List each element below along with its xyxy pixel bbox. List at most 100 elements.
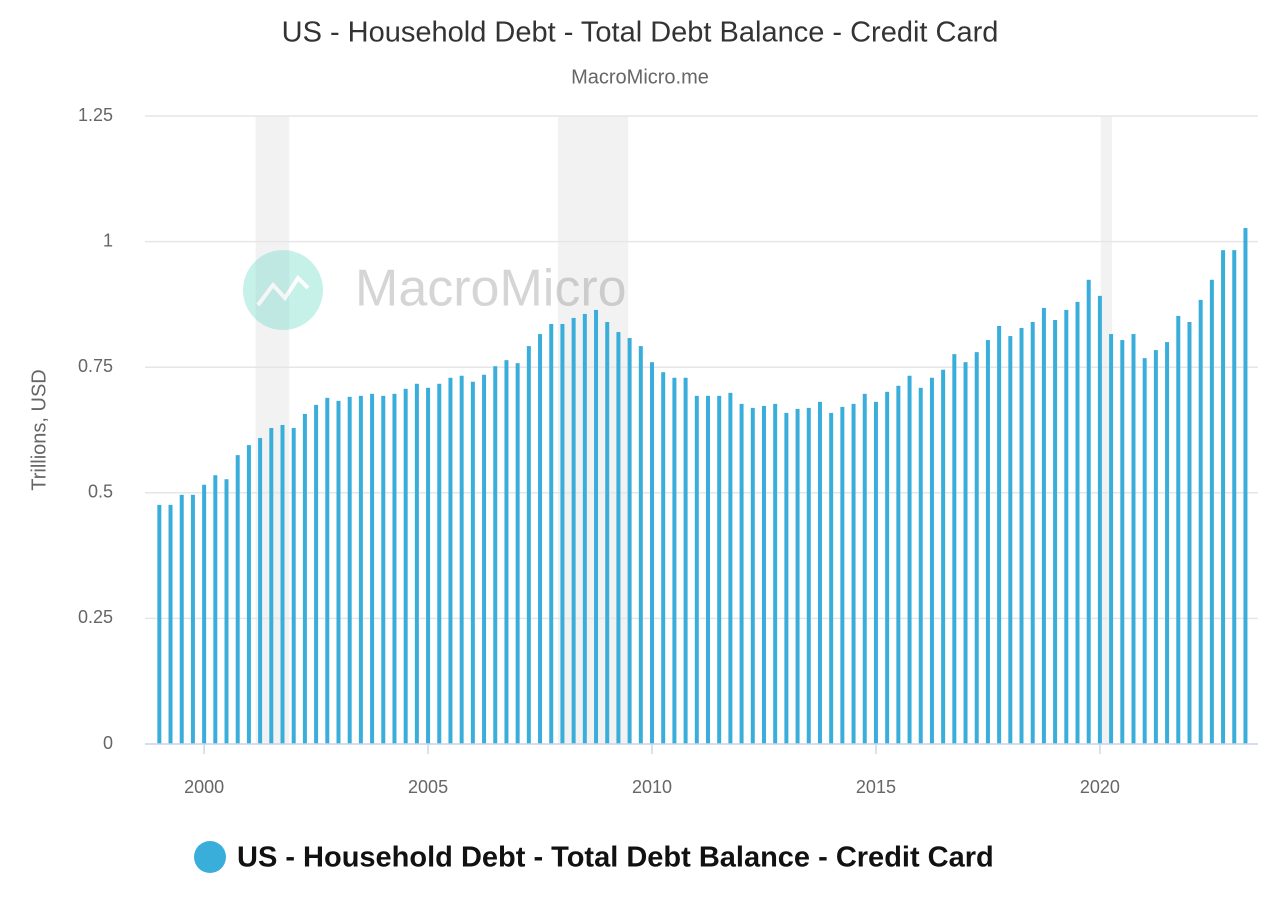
bar (526, 346, 531, 744)
bar (358, 395, 363, 744)
bar (907, 375, 912, 744)
bar (851, 403, 856, 744)
legend-swatch (194, 841, 226, 873)
bar (694, 395, 699, 744)
bar (806, 407, 811, 744)
bar (325, 397, 330, 744)
bar (414, 383, 419, 744)
bar (705, 395, 710, 744)
bar (582, 313, 587, 744)
bar (605, 321, 610, 744)
bar (1109, 334, 1114, 744)
bar (683, 377, 688, 744)
recession-band (1100, 116, 1112, 744)
grid (145, 115, 1258, 745)
y-axis-label: Trillions, USD (28, 369, 50, 491)
y-tick-label: 1.25 (78, 105, 113, 125)
bar (1086, 279, 1091, 744)
bar (739, 403, 744, 744)
bar (1120, 340, 1125, 744)
bar (571, 317, 576, 744)
watermark-logo (243, 250, 323, 330)
bar (336, 400, 341, 744)
bar (1097, 295, 1102, 744)
bar (650, 362, 655, 744)
bar (403, 388, 408, 744)
bar (1232, 250, 1237, 744)
bar (258, 438, 263, 744)
bar (795, 408, 800, 744)
bar (1142, 358, 1147, 744)
bar (1019, 328, 1024, 744)
bar (370, 393, 375, 744)
bar (549, 323, 554, 744)
bar (157, 504, 162, 744)
bar (1075, 301, 1080, 744)
legend-label: US - Household Debt - Total Debt Balance… (237, 842, 994, 874)
bar (985, 340, 990, 744)
bar (773, 403, 778, 744)
bar (862, 393, 867, 744)
bar (941, 369, 946, 744)
bar (1030, 321, 1035, 744)
bar (1198, 299, 1203, 744)
bar (728, 392, 733, 744)
bar (190, 494, 195, 744)
bar (202, 484, 207, 744)
bar (224, 479, 229, 744)
bar (1008, 336, 1013, 744)
axes: 0 0.25 0.5 0.75 1 1.25 2000 2005 2010 2015 2020 (78, 105, 1120, 797)
bar (1176, 315, 1181, 744)
bar (168, 504, 173, 744)
bar (235, 455, 240, 744)
bar (1131, 334, 1136, 744)
bar (661, 372, 666, 744)
bar (616, 332, 621, 744)
bar (817, 401, 822, 744)
y-tick-label: 0.5 (88, 482, 113, 502)
bar (448, 377, 453, 744)
bar (594, 309, 599, 744)
bar (515, 363, 520, 744)
x-tick-label: 2010 (632, 777, 672, 797)
bars (157, 228, 1248, 744)
bar (873, 401, 878, 744)
bar (1064, 309, 1069, 744)
bar (750, 407, 755, 744)
x-tick-label: 2005 (408, 777, 448, 797)
bar (672, 377, 677, 744)
bar (638, 346, 643, 744)
bar (627, 338, 632, 744)
x-tick-label: 2020 (1080, 777, 1120, 797)
bar (840, 406, 845, 744)
y-tick-label: 0.25 (78, 607, 113, 627)
watermark-text: MacroMicro (355, 260, 627, 318)
bar (426, 387, 431, 744)
bar (896, 385, 901, 744)
bar (392, 393, 397, 744)
bar (1221, 250, 1226, 744)
bar (1165, 342, 1170, 744)
bar (761, 405, 766, 744)
bar (784, 412, 789, 744)
bar (1209, 279, 1214, 744)
bar (717, 395, 722, 744)
bar (952, 354, 957, 744)
bar (974, 352, 979, 744)
bar (302, 413, 307, 744)
bar (482, 374, 487, 744)
chart-title: US - Household Debt - Total Debt Balance… (282, 17, 999, 49)
bar (280, 424, 285, 744)
bar (829, 412, 834, 744)
bar (918, 387, 923, 744)
bar (246, 445, 251, 744)
bar (314, 404, 319, 744)
bar (963, 362, 968, 744)
y-tick-label: 1 (103, 230, 113, 250)
bar (179, 494, 184, 744)
bar (291, 427, 296, 744)
bar (885, 391, 890, 744)
bar (459, 375, 464, 744)
